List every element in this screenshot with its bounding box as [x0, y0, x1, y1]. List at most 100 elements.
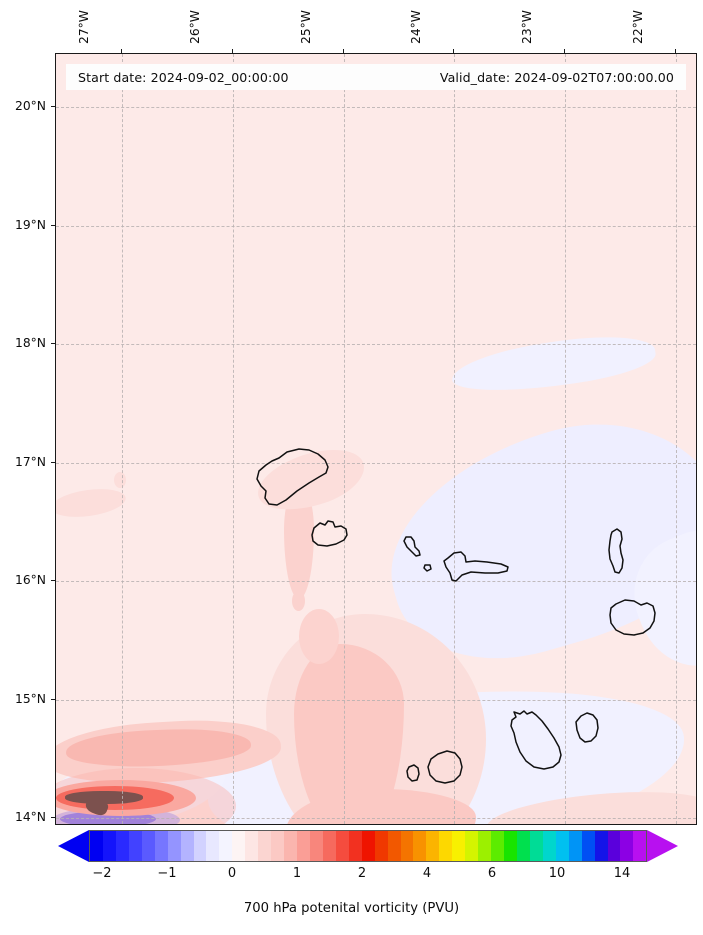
colorbar-segment-16 — [297, 831, 310, 861]
colorbar-segment-13 — [258, 831, 272, 861]
colorbar-extend-high-arrow — [647, 830, 678, 862]
colorbar-segment-11 — [232, 831, 246, 861]
ytick-label-20n: 20°N — [15, 99, 46, 113]
ytick-label-17n: 17°N — [15, 455, 46, 469]
xtick-label-26w: 26°W — [188, 10, 202, 44]
colorbar-segment-31 — [491, 831, 504, 861]
xtick-mark-2 — [343, 49, 344, 53]
ytick-mark-18n — [51, 343, 55, 344]
colorbar-segment-30 — [478, 831, 492, 861]
colorbar-segment-28 — [452, 831, 466, 861]
ytick-label-15n: 15°N — [15, 692, 46, 706]
colorbar-segment-35 — [542, 831, 556, 861]
colorbar-segment-1 — [102, 831, 116, 861]
colorbar-segment-42 — [633, 831, 647, 861]
colorbar-segment-26 — [426, 831, 440, 861]
colorbar-segment-34 — [529, 831, 543, 861]
colorbar-segment-5 — [154, 831, 168, 861]
colorbar-segment-8 — [193, 831, 207, 861]
xtick-mark-1 — [232, 49, 233, 53]
xtick-mark-3 — [453, 49, 454, 53]
colorbar-segment-3 — [128, 831, 142, 861]
ytick-mark-14n — [51, 817, 55, 818]
colorbar-segment-15 — [284, 831, 297, 861]
ytick-mark-15n — [51, 699, 55, 700]
coastline-santo-antao — [256, 448, 329, 506]
xtick-label-22w: 22°W — [631, 10, 645, 44]
colorbar-segment-14 — [271, 831, 285, 861]
map-plot-area: Start date: 2024-09-02_00:00:00 Valid_da… — [55, 53, 697, 825]
coastline-santa-luzia — [403, 536, 421, 557]
coastline-sal — [608, 528, 624, 574]
colorbar-segment-37 — [568, 831, 582, 861]
ytick-mark-16n — [51, 580, 55, 581]
start-date-label: Start date: 2024-09-02_00:00:00 — [78, 69, 289, 85]
xtick-label-24w: 24°W — [409, 10, 423, 44]
pv-positive-speck-west — [114, 472, 126, 488]
colorbar-segment-39 — [594, 831, 608, 861]
colorbar-segment-23 — [387, 831, 401, 861]
colorbar-segment-2 — [115, 831, 129, 861]
colorbar-tick-0: 0 — [227, 866, 237, 881]
colorbar-gradient — [89, 830, 647, 862]
colorbar-segment-24 — [400, 831, 414, 861]
colorbar-segment-7 — [180, 831, 194, 861]
colorbar-segment-40 — [607, 831, 621, 861]
coastline-santiago — [510, 710, 562, 770]
colorbar-tick-14: 14 — [613, 866, 631, 881]
colorbar-tick-m1: −1 — [157, 866, 177, 881]
coastline-boa-vista — [609, 599, 656, 636]
colorbar-segment-12 — [245, 831, 259, 861]
coastline-sao-vicente — [311, 520, 348, 547]
colorbar-segment-33 — [516, 831, 530, 861]
colorbar-segment-38 — [581, 831, 595, 861]
colorbar-segment-22 — [374, 831, 388, 861]
ytick-label-16n: 16°N — [15, 573, 46, 587]
colorbar-segment-18 — [322, 831, 336, 861]
colorbar-tick-1: 1 — [292, 866, 302, 881]
colorbar-segment-20 — [348, 831, 362, 861]
colorbar-tick-10: 10 — [548, 866, 566, 881]
colorbar-segment-32 — [504, 831, 517, 861]
coastline-layer — [56, 54, 696, 824]
colorbar-segment-27 — [439, 831, 453, 861]
colorbar-segment-29 — [465, 831, 479, 861]
pv-dipole-positive-core — [65, 791, 143, 804]
ytick-label-18n: 18°N — [15, 336, 46, 350]
coastline-fogo — [427, 750, 463, 784]
colorbar-segment-10 — [219, 831, 233, 861]
ytick-mark-20n — [51, 106, 55, 107]
colorbar-extend-low-arrow — [58, 830, 89, 862]
coastline-maio — [575, 712, 599, 743]
colorbar-tick-m2: −2 — [92, 866, 112, 881]
coastline-branco-raso — [423, 564, 432, 572]
colorbar-segment-36 — [555, 831, 569, 861]
ytick-label-19n: 19°N — [15, 218, 46, 232]
colorbar-segment-17 — [309, 831, 323, 861]
colorbar-caption: 700 hPa potenital vorticity (PVU) — [243, 901, 460, 916]
xtick-mark-4 — [564, 49, 565, 53]
pv-field-layer — [56, 54, 696, 824]
ytick-mark-19n — [51, 225, 55, 226]
xtick-mark-5 — [675, 49, 676, 53]
ytick-mark-17n — [51, 462, 55, 463]
coastline-brava — [406, 764, 420, 782]
colorbar-segment-0 — [90, 831, 103, 861]
colorbar-tick-6: 6 — [487, 866, 497, 881]
colorbar-tick-2: 2 — [357, 866, 367, 881]
colorbar-segment-21 — [361, 831, 375, 861]
xtick-label-23w: 23°W — [520, 10, 534, 44]
colorbar-segment-19 — [335, 831, 349, 861]
colorbar-tick-4: 4 — [422, 866, 432, 881]
colorbar[interactable]: −2 −1 0 1 2 4 6 10 14 — [58, 830, 678, 881]
valid-date-label: Valid_date: 2024-09-02T07:00:00.00 — [439, 69, 674, 85]
colorbar-segment-25 — [413, 831, 427, 861]
colorbar-segment-6 — [167, 831, 181, 861]
colorbar-segment-4 — [141, 831, 155, 861]
coastline-sao-nicolau — [443, 551, 509, 582]
xtick-mark-0 — [121, 49, 122, 53]
colorbar-segment-9 — [206, 831, 220, 861]
pv-positive-dot-north — [292, 591, 305, 611]
xtick-label-25w: 25°W — [299, 10, 313, 44]
xtick-label-27w: 27°W — [77, 10, 91, 44]
